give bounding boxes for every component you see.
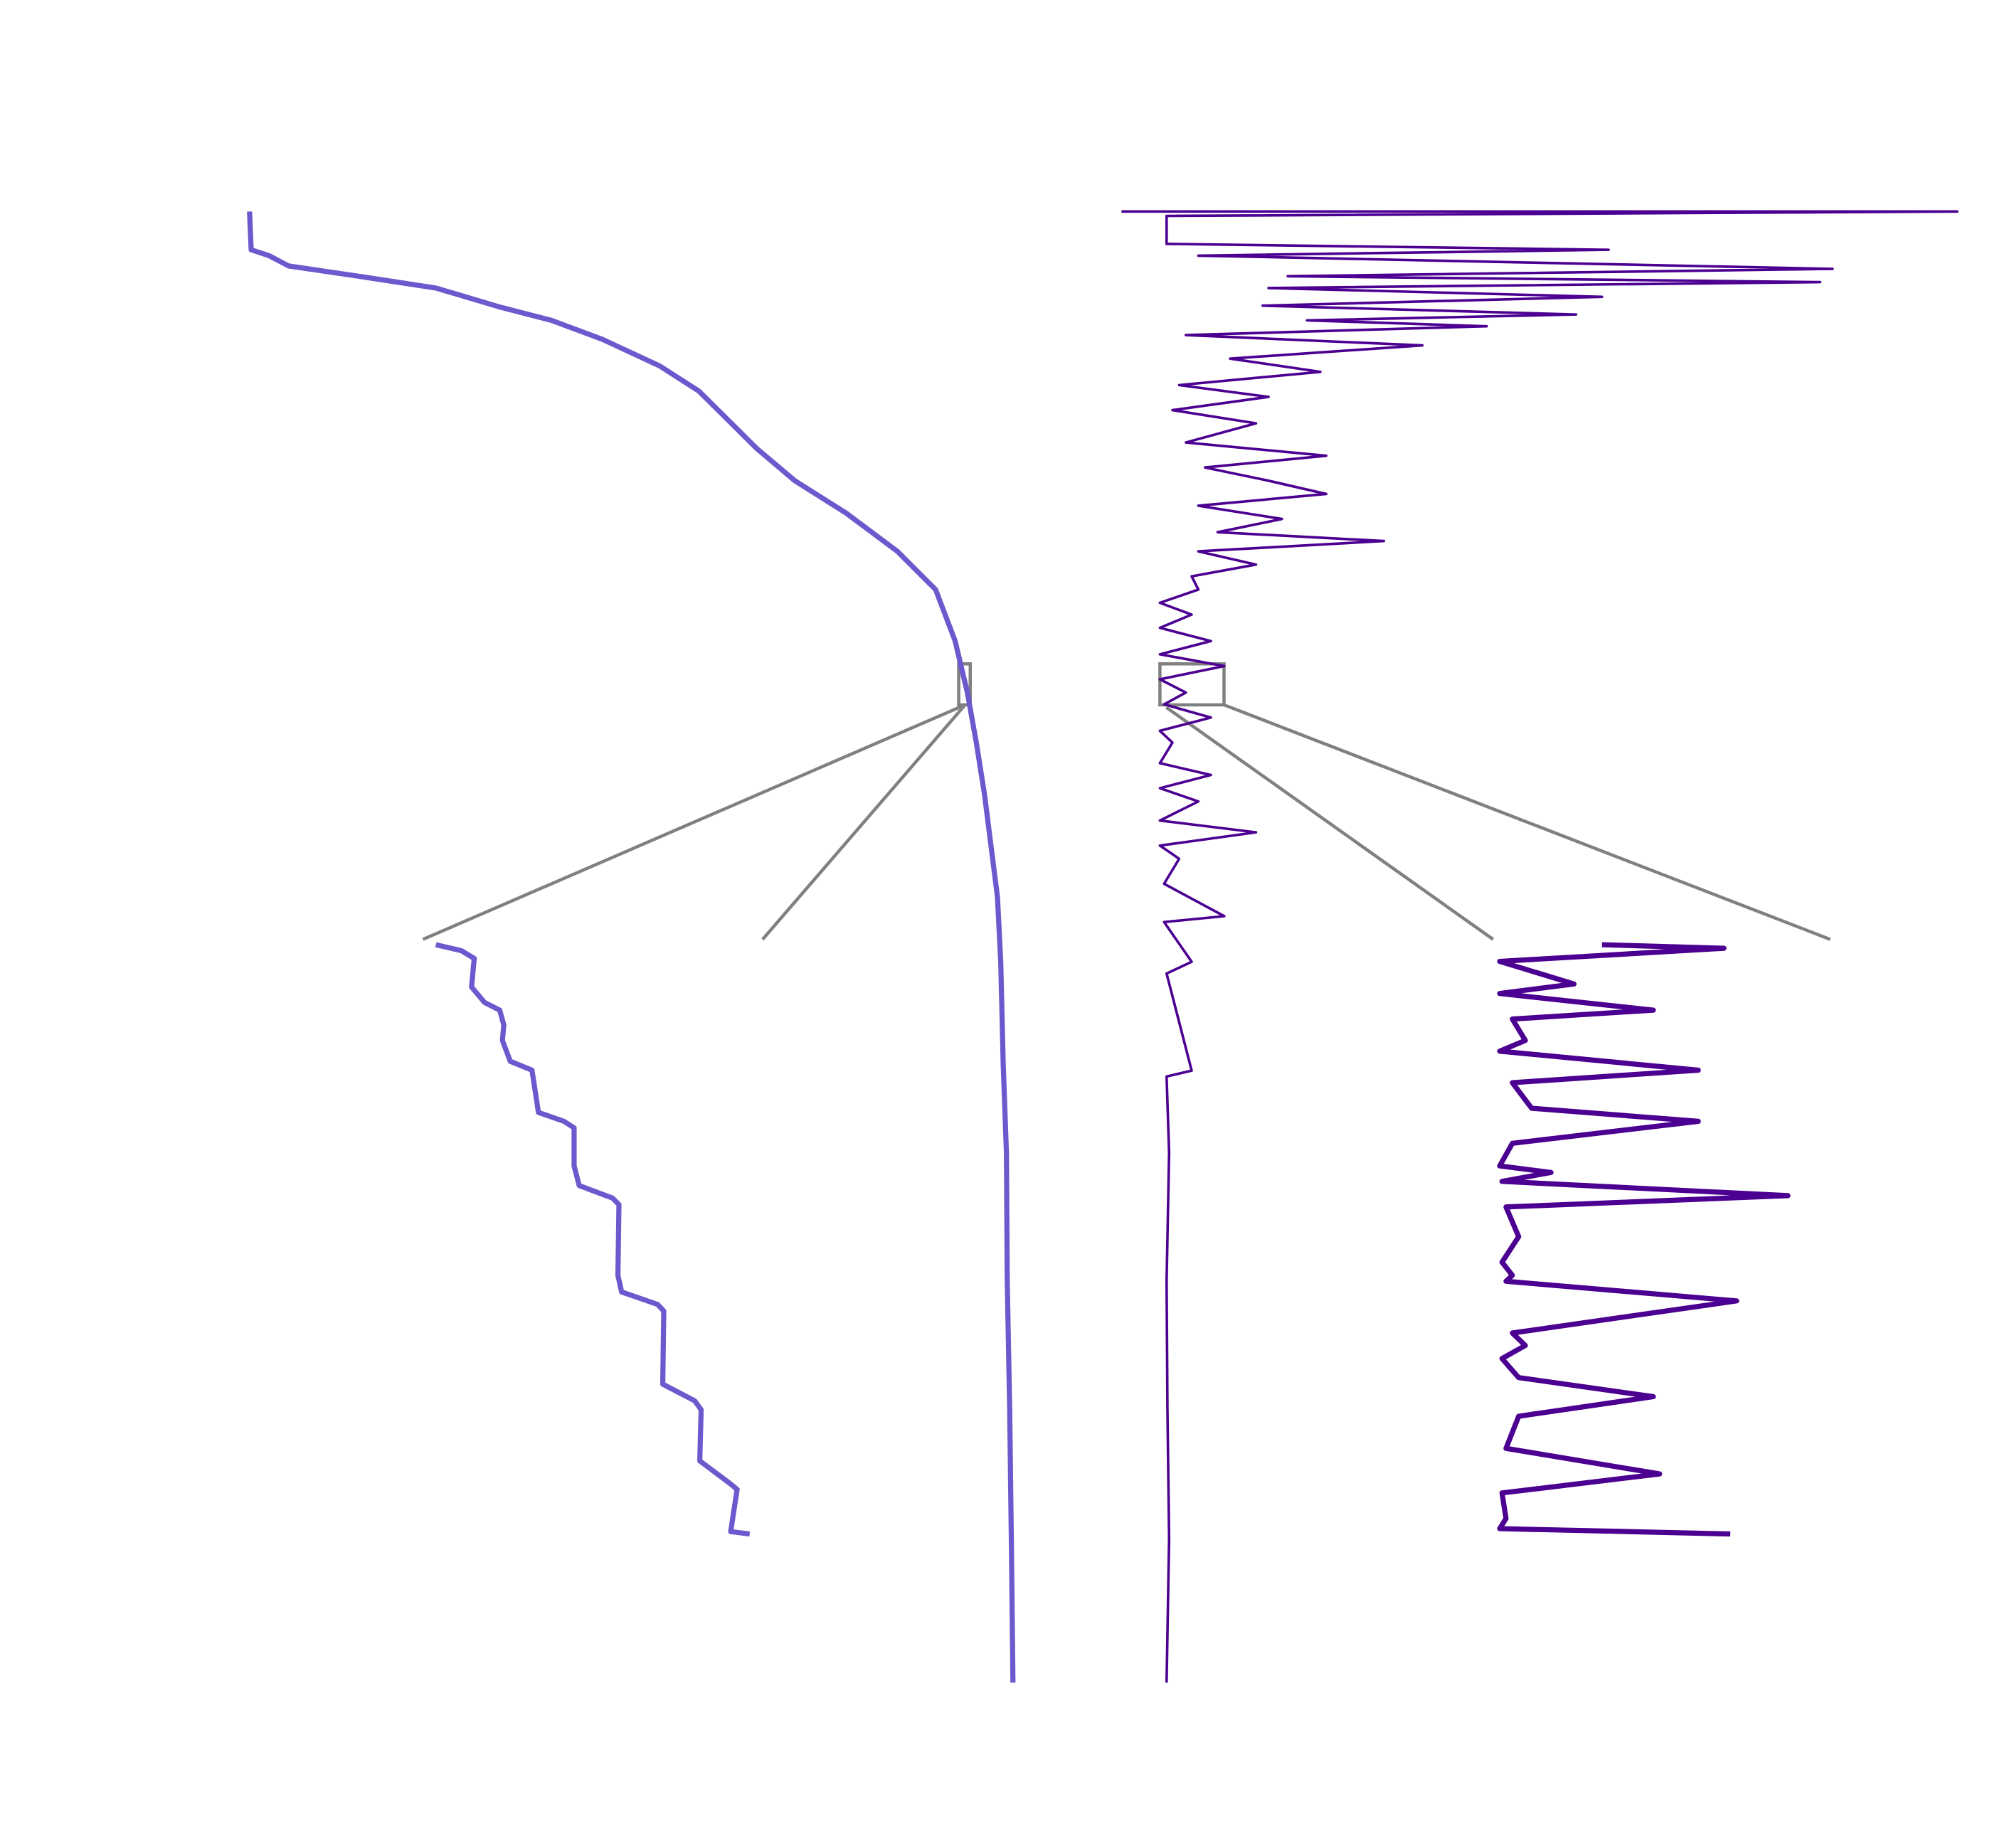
- line-series: [1121, 210, 1959, 1683]
- line-series: [247, 211, 1016, 1683]
- connector-line: [761, 703, 967, 941]
- connector-line: [1223, 703, 1831, 941]
- connector-line: [1165, 706, 1495, 941]
- zoom-indicators: [422, 662, 1831, 941]
- zoom-box: [1158, 662, 1226, 707]
- line-series: [1497, 942, 1791, 1537]
- line-series: [435, 942, 751, 1537]
- connector-line: [422, 703, 966, 941]
